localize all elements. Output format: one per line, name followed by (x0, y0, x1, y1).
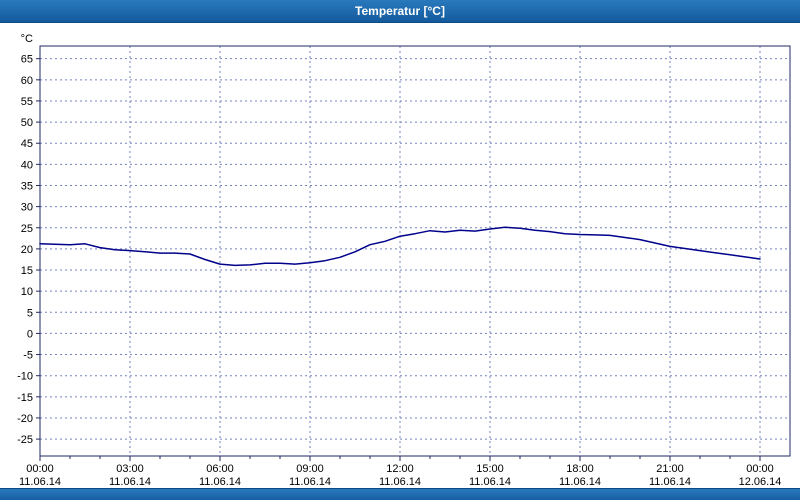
svg-text:-5: -5 (23, 350, 33, 362)
svg-text:11.06.14: 11.06.14 (199, 476, 241, 488)
svg-text:15: 15 (21, 265, 33, 277)
svg-text:12.06.14: 12.06.14 (739, 476, 782, 488)
svg-text:45: 45 (21, 138, 33, 150)
svg-text:-25: -25 (17, 434, 33, 446)
svg-text:10: 10 (21, 286, 33, 298)
svg-text:00:00: 00:00 (746, 463, 774, 475)
svg-text:11.06.14: 11.06.14 (649, 476, 691, 488)
svg-text:06:00: 06:00 (206, 463, 234, 475)
svg-text:20: 20 (21, 244, 33, 256)
svg-text:15:00: 15:00 (476, 463, 504, 475)
svg-text:65: 65 (21, 54, 33, 66)
svg-text:30: 30 (21, 202, 33, 214)
chart-area: 65 60 55 50 45 40 35 30 25 20 15 10 5 0 -5 -10 -15 -20 -25… (0, 23, 800, 488)
svg-text:5: 5 (27, 307, 33, 319)
svg-text:03:00: 03:00 (116, 463, 144, 475)
window-title: Temperatur [°C] (355, 4, 445, 18)
svg-text:21:00: 21:00 (656, 463, 684, 475)
svg-text:11.06.14: 11.06.14 (289, 476, 331, 488)
svg-text:60: 60 (21, 75, 33, 87)
temperature-line-chart: 65605550454035302520151050-5-10-15-20-25… (17, 33, 791, 488)
svg-text:11.06.14: 11.06.14 (109, 476, 151, 488)
svg-text:0: 0 (27, 328, 33, 340)
svg-text:12:00: 12:00 (386, 463, 414, 475)
svg-text:°C: °C (21, 33, 33, 45)
svg-text:09:00: 09:00 (296, 463, 324, 475)
svg-text:25: 25 (21, 223, 33, 235)
svg-text:18:00: 18:00 (566, 463, 594, 475)
svg-text:-20: -20 (17, 413, 33, 425)
svg-text:50: 50 (21, 117, 33, 129)
svg-text:11.06.14: 11.06.14 (469, 476, 511, 488)
svg-text:11.06.14: 11.06.14 (379, 476, 421, 488)
svg-text:-15: -15 (17, 392, 33, 404)
window-bottombar (0, 488, 800, 500)
svg-text:55: 55 (21, 96, 33, 108)
svg-text:11.06.14: 11.06.14 (559, 476, 601, 488)
svg-text:35: 35 (21, 180, 33, 192)
svg-text:40: 40 (21, 159, 33, 171)
window-titlebar: Temperatur [°C] (0, 0, 800, 23)
svg-text:-10: -10 (17, 371, 33, 383)
svg-text:11.06.14: 11.06.14 (19, 476, 61, 488)
svg-text:00:00: 00:00 (26, 463, 54, 475)
